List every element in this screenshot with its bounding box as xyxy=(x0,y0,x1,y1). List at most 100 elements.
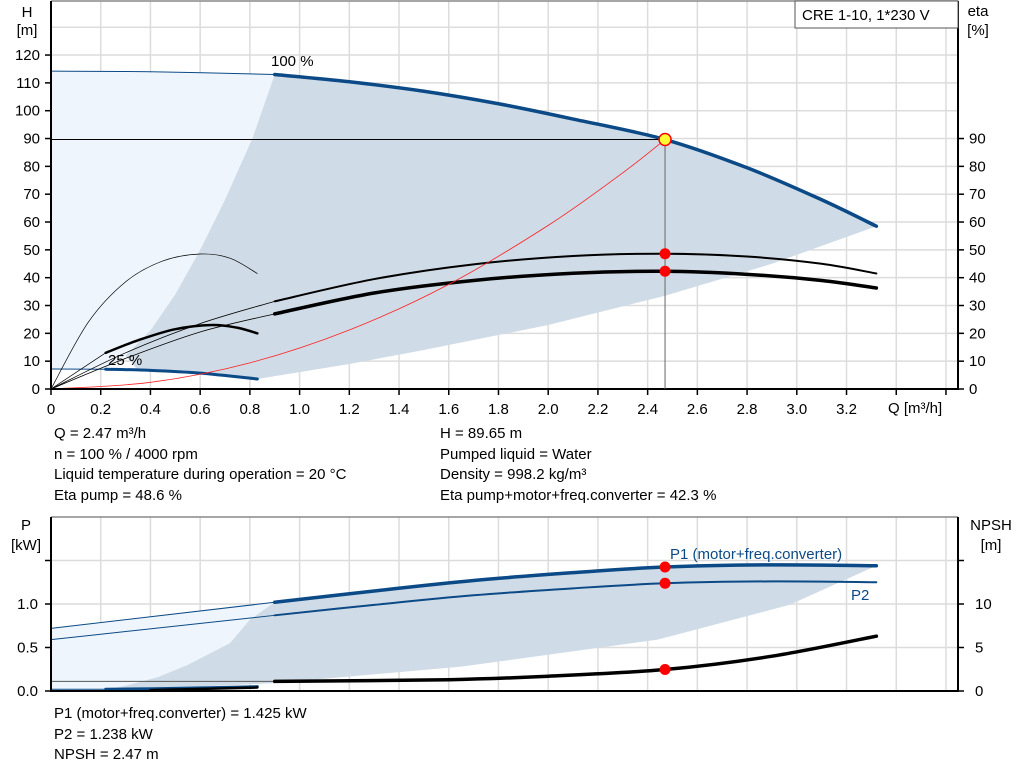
axes: 0 0.2 0.4 0.6 0.8 1.0 1.2 1.4 1.6 1.8 2.0 2.2 2.4 2.6… xyxy=(15,0,986,418)
x-tick-label: 0.2 xyxy=(90,401,111,418)
eta-pump-100-curve xyxy=(273,252,878,303)
npsh-value: NPSH = 2.47 m xyxy=(54,746,159,763)
x-tick-label: 0.8 xyxy=(239,401,260,418)
y-tick-label: 90 xyxy=(23,131,40,148)
eta-total-value: Eta pump+motor+freq.converter = 42.3 % xyxy=(440,486,717,504)
npsh-duty-marker xyxy=(659,664,671,676)
operating-range-areas xyxy=(51,71,877,379)
head-efficiency-chart: 0 0.2 0.4 0.6 0.8 1.0 1.2 1.4 1.6 1.8 2.0 2.2 2.4 2.6… xyxy=(15,0,990,418)
y-axis-label-line2: [m] xyxy=(17,22,38,39)
speed-value: n = 100 % / 4000 rpm xyxy=(54,445,198,463)
y2-tick-label: 10 xyxy=(975,596,992,613)
chart-title: CRE 1-10, 1*230 V xyxy=(802,7,930,24)
y-tick-label: 40 xyxy=(23,270,40,287)
x-tick-label: 0.4 xyxy=(140,401,161,418)
y-tick-label: 10 xyxy=(23,353,40,370)
eta-pump-value: Eta pump = 48.6 % xyxy=(54,486,182,504)
y-tick-label: 50 xyxy=(23,242,40,259)
area-dark xyxy=(125,74,877,379)
liquid-value: Pumped liquid = Water xyxy=(440,445,592,463)
y2-tick-label: 0 xyxy=(975,683,983,700)
power-info: P1 (motor+freq.converter) = 1.425 kW P2 … xyxy=(54,704,307,766)
y-tick-label: 70 xyxy=(23,186,40,203)
duty-info-right: H = 89.65 m Pumped liquid = Water Densit… xyxy=(440,424,716,506)
x-tick-label: 3.2 xyxy=(836,401,857,418)
p1-curve-label: P1 (motor+freq.converter) xyxy=(670,546,842,563)
p1-value: P1 (motor+freq.converter) = 1.425 kW xyxy=(54,705,307,722)
x-tick-label: 0.6 xyxy=(190,401,211,418)
y2-tick-label: 80 xyxy=(969,158,986,175)
eta-total-100-curve xyxy=(272,269,879,316)
p1-100-thin-curve xyxy=(50,601,276,629)
p1-100-curve xyxy=(272,563,879,605)
y2-tick-label: 20 xyxy=(969,325,986,342)
y-tick-label: 0.5 xyxy=(17,640,38,657)
system-curve-curve xyxy=(50,139,666,390)
y2-tick-label: 90 xyxy=(969,131,986,148)
x-tick-label: 2.0 xyxy=(538,401,559,418)
x-tick-label: 0 xyxy=(47,401,55,418)
y-tick-label: 30 xyxy=(23,298,40,315)
x-axis-label: Q [m³/h] xyxy=(888,400,942,417)
x-tick-label: 2.4 xyxy=(637,401,658,418)
y2-tick-label: 60 xyxy=(969,214,986,231)
p2-100-thin-curve xyxy=(50,614,276,641)
x-tick-label: 1.6 xyxy=(438,401,459,418)
x-tick-label: 1.2 xyxy=(339,401,360,418)
x-tick-label: 2.8 xyxy=(737,401,758,418)
area-dark xyxy=(100,564,877,691)
y-tick-label: 1.0 xyxy=(17,596,38,613)
duty-info-left: Q = 2.47 m³/h n = 100 % / 4000 rpm Liqui… xyxy=(54,424,346,506)
y2-axis-label-line2: [m] xyxy=(981,537,1002,554)
head-100-thin-curve xyxy=(50,70,276,76)
x-tick-label: 2.2 xyxy=(587,401,608,418)
duty-point-markers xyxy=(51,132,672,389)
speed-label-25: 25 % xyxy=(108,352,142,369)
flow-value: Q = 2.47 m³/h xyxy=(54,425,147,442)
p1-duty-marker xyxy=(659,561,671,573)
density-value: Density = 998.2 kg/m³ xyxy=(440,466,587,483)
head-25-curve xyxy=(104,367,259,381)
curves xyxy=(50,563,879,692)
speed-label-100: 100 % xyxy=(271,53,314,70)
operating-range-areas xyxy=(51,564,877,691)
y-tick-label: 20 xyxy=(23,325,40,342)
y-tick-label: 80 xyxy=(23,158,40,175)
y-tick-label: 100 xyxy=(15,103,40,120)
eta-total-25-thin-curve xyxy=(50,352,107,390)
area-light xyxy=(51,602,275,691)
y-axis-label-line2: [kW] xyxy=(11,537,41,554)
y2-tick-label: 40 xyxy=(969,270,986,287)
y2-tick-label: 5 xyxy=(975,640,983,657)
y2-tick-label: 0 xyxy=(969,381,977,398)
y-tick-label: 0.0 xyxy=(17,683,38,700)
curves xyxy=(50,70,879,390)
p2-value: P2 = 1.238 kW xyxy=(54,725,153,743)
y2-tick-label: 30 xyxy=(969,298,986,315)
y2-tick-label: 50 xyxy=(969,242,986,259)
x-tick-label: 2.6 xyxy=(687,401,708,418)
y-axis-label-line1: P xyxy=(21,517,31,534)
y2-axis-label-line1: eta xyxy=(968,3,990,20)
npsh-100-curve xyxy=(272,634,879,684)
head-100-curve xyxy=(272,72,879,228)
y-tick-label: 110 xyxy=(16,75,40,92)
eta-total-100-thin-curve xyxy=(50,313,276,390)
x-tick-label: 1.8 xyxy=(488,401,509,418)
y2-tick-label: 70 xyxy=(969,186,986,203)
eta-total-25-curve xyxy=(104,323,259,355)
y-tick-label: 60 xyxy=(23,214,40,231)
y-tick-label: 0 xyxy=(32,381,40,398)
head-value: H = 89.65 m xyxy=(440,425,523,442)
duty-point-markers xyxy=(659,561,671,676)
y2-tick-label: 10 xyxy=(969,353,986,370)
duty-point-marker xyxy=(658,132,672,147)
eta-pump-duty-marker xyxy=(659,248,671,260)
eta-pump-25-thin-curve xyxy=(50,253,258,390)
x-tick-label: 1.4 xyxy=(389,401,410,418)
axes: 0.0 0.5 1.0 0 5 10 xyxy=(17,516,992,700)
area-light xyxy=(51,71,275,370)
temperature-value: Liquid temperature during operation = 20… xyxy=(54,466,347,483)
eta-pump-100-thin-curve xyxy=(50,300,276,390)
